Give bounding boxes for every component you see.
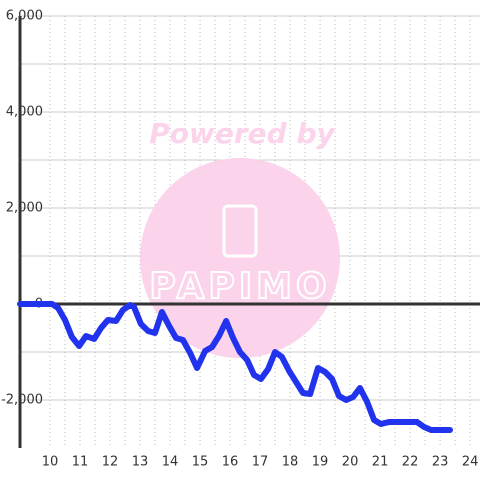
x-tick-label: 23 — [432, 455, 449, 470]
y-tick-label: 6,000 — [6, 9, 43, 24]
x-tick-label: 24 — [462, 455, 479, 470]
watermark-logo: PAPIMO — [149, 266, 330, 307]
x-tick-label: 15 — [192, 455, 209, 470]
watermark-circle — [140, 158, 340, 358]
x-tick-label: 13 — [132, 455, 149, 470]
y-tick-label: -2,000 — [1, 393, 43, 408]
x-tick-label: 18 — [282, 455, 299, 470]
x-tick-label: 10 — [42, 455, 59, 470]
x-tick-label: 16 — [222, 455, 239, 470]
x-tick-label: 17 — [252, 455, 269, 470]
data-line — [17, 301, 453, 433]
x-tick-label: 12 — [102, 455, 119, 470]
y-tick-label: 2,000 — [6, 201, 43, 216]
x-tick-label: 11 — [72, 455, 89, 470]
plot: 101112131415161718192021222324-2,00002,0… — [1, 9, 480, 470]
watermark-icon — [222, 204, 258, 258]
x-tick-label: 19 — [312, 455, 329, 470]
watermark-text: Powered by — [149, 117, 336, 150]
x-tick-label: 14 — [162, 455, 179, 470]
x-tick-label: 21 — [372, 455, 389, 470]
x-tick-label: 20 — [342, 455, 359, 470]
y-tick-label: 4,000 — [6, 105, 43, 120]
x-tick-label: 22 — [402, 455, 419, 470]
watermark: Powered by PAPIMO — [140, 117, 340, 358]
